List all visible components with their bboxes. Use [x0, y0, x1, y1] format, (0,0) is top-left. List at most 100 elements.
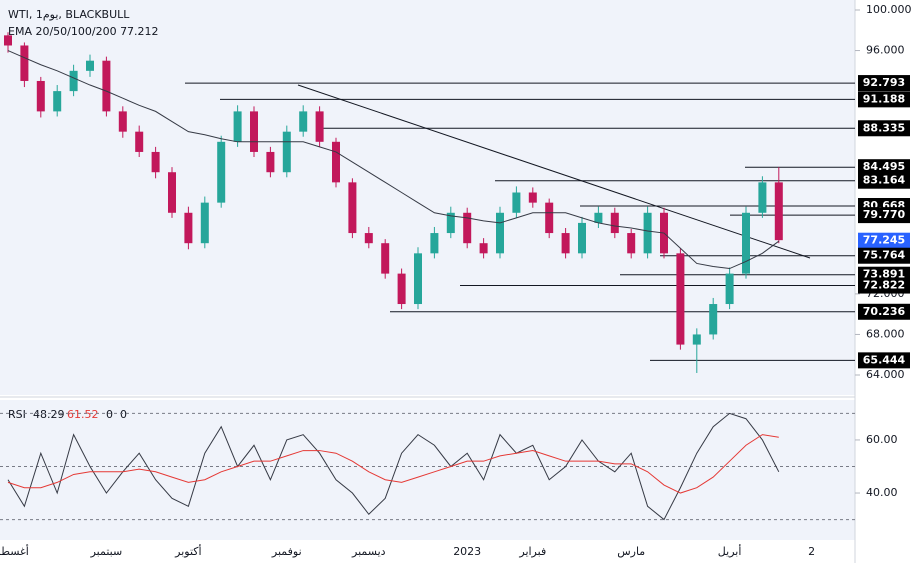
candle-body: [709, 304, 718, 335]
candle-body: [217, 141, 226, 203]
x-tick-label: 2023: [453, 545, 481, 558]
candle-body: [250, 111, 258, 152]
candle-body: [118, 111, 127, 132]
candle-body: [774, 182, 783, 241]
candle-body: [332, 141, 340, 183]
candle-body: [578, 222, 586, 254]
candle-body: [610, 212, 619, 234]
level-label: 77.245: [863, 234, 905, 247]
rsi-line: [7, 412, 780, 521]
level-label: 72.822: [863, 279, 905, 292]
candle-body: [151, 151, 160, 173]
rsi-tick-label: 40.00: [866, 486, 898, 499]
rsi-tick-label: 60.00: [866, 433, 898, 446]
candle-body: [69, 70, 78, 92]
candle-body: [299, 111, 308, 132]
x-tick-label: ديسمبر: [351, 545, 386, 558]
candle-body: [463, 212, 472, 244]
level-box: [858, 277, 910, 294]
level-box: [858, 91, 910, 108]
price-pane: [0, 0, 855, 395]
x-tick-label: 2: [808, 545, 815, 558]
candle-body: [53, 91, 62, 112]
candle-body: [528, 192, 537, 203]
candle-body: [758, 182, 767, 213]
y-tick-label: 96.000: [866, 44, 905, 57]
x-tick-label: مارس: [617, 545, 645, 558]
rsi-label: RSI: [8, 408, 26, 421]
rsi-value: 48.29: [33, 408, 65, 421]
rsi-ma-value: 61.52: [67, 408, 99, 421]
candle-body: [627, 233, 636, 254]
legend-symbol: WTI, يوم1, BLACKBULL: [8, 8, 130, 21]
candle-body: [266, 151, 275, 173]
candle-body: [135, 131, 144, 152]
candle-body: [512, 192, 521, 213]
y-tick-label: 64.000: [866, 368, 905, 381]
rsi-ma-line: [7, 434, 779, 494]
candle-body: [381, 243, 390, 274]
level-label: 79.770: [863, 208, 906, 221]
rsi-pane: [0, 400, 855, 540]
level-label: 73.891: [863, 268, 905, 281]
candle-body: [102, 60, 111, 112]
level-box: [858, 75, 910, 92]
x-tick-label: أبريل: [718, 544, 742, 558]
level-box: [858, 352, 910, 369]
level-label: 83.164: [863, 174, 906, 187]
x-tick-label: سبتمبر: [90, 545, 123, 558]
candle-body: [4, 35, 12, 46]
level-box: [858, 172, 910, 189]
candle-body: [479, 243, 488, 254]
candle-body: [364, 233, 373, 244]
candle-body: [692, 334, 701, 345]
level-label: 84.495: [863, 160, 905, 173]
level-label: 65.444: [863, 353, 906, 366]
candle-body: [184, 212, 193, 244]
candle-body: [446, 212, 455, 234]
y-tick-label: 100.000: [866, 3, 912, 16]
candle-body: [545, 202, 554, 234]
candle-body: [725, 273, 734, 305]
x-tick-label: أكتوبر: [174, 544, 201, 558]
candle-body: [430, 233, 439, 254]
candle-body: [676, 253, 685, 345]
candle-body: [643, 212, 652, 254]
candle-body: [233, 111, 242, 142]
candle-body: [397, 273, 406, 305]
level-box: [858, 303, 910, 320]
candle-body: [496, 212, 504, 254]
candle-body: [315, 111, 324, 142]
rsi-extra: 0: [106, 408, 113, 421]
ema-line: [7, 50, 780, 270]
level-label: 75.764: [863, 249, 906, 262]
candle-body: [742, 212, 750, 274]
candle-body: [86, 60, 94, 71]
candle-body: [20, 45, 29, 81]
level-box: [858, 120, 910, 137]
x-tick-label: نوفمبر: [271, 545, 302, 558]
y-tick-label: 68.000: [866, 327, 905, 340]
level-label: 91.188: [863, 92, 905, 105]
trend-line: [297, 84, 811, 259]
level-box: [858, 159, 910, 176]
level-label: 92.793: [863, 76, 905, 89]
candle-body: [561, 233, 570, 254]
candle-body: [36, 80, 45, 112]
candle-body: [348, 182, 357, 234]
candle-body: [594, 212, 603, 223]
candle-body: [282, 131, 291, 173]
level-label: 88.335: [863, 121, 905, 134]
legend-ema: EMA 20/50/100/200 77.212: [8, 25, 159, 38]
level-box: [858, 247, 910, 264]
candle-body: [414, 253, 422, 305]
candle-body: [200, 202, 209, 244]
level-label: 70.236: [863, 305, 906, 318]
rsi-extra: 0: [120, 408, 127, 421]
level-box: [858, 207, 910, 224]
level-box: [858, 232, 910, 249]
candle-body: [168, 172, 176, 213]
x-tick-label: فبراير: [518, 545, 546, 558]
